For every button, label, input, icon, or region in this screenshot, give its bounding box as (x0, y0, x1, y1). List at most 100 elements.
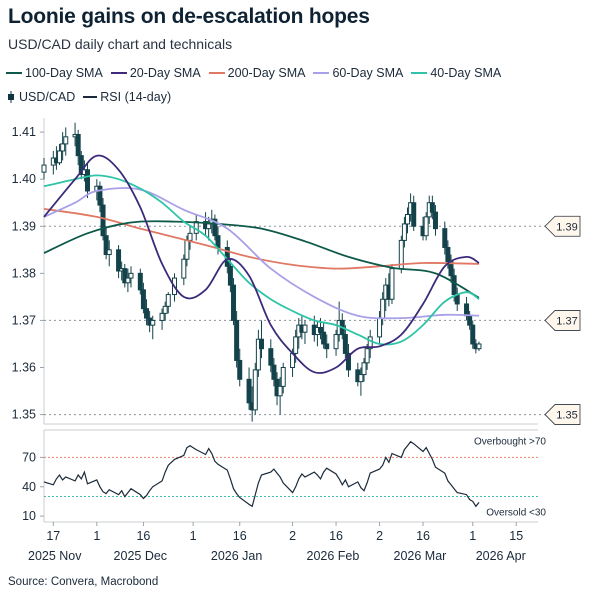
rsi-y-tick-label: 70 (22, 450, 36, 464)
candle (255, 329, 261, 377)
candle-body-down (144, 308, 150, 319)
candle (429, 195, 435, 220)
candle (271, 358, 277, 387)
legend-item-sma20: 20-Day SMA (110, 66, 201, 80)
candle-body-up (181, 258, 187, 279)
candle (367, 329, 373, 359)
candle (364, 343, 370, 370)
price-y-tick-label: 1.39 (12, 219, 36, 233)
x-day-label: 1 (469, 529, 476, 543)
candle-body-up (150, 319, 156, 326)
candle-body-down (342, 334, 348, 354)
candle (476, 341, 482, 352)
candle-body-up (361, 362, 367, 376)
legend-swatch-sma100 (6, 72, 22, 74)
candle-body-down (271, 364, 277, 380)
price-y-tick-label: 1.38 (12, 266, 36, 280)
candle-body-up (280, 367, 286, 387)
candle-body-up (128, 272, 134, 279)
legend-swatch-rsi (83, 96, 98, 98)
candle-body-down (237, 359, 243, 380)
candle-body-up (57, 150, 63, 164)
page-title: Loonie gains on de-escalation hopes (8, 5, 370, 28)
candle (321, 322, 327, 349)
candle-body-up (401, 223, 407, 241)
candle-body-down (467, 315, 473, 326)
x-day-label: 16 (233, 529, 247, 543)
legend-item-sma60: 60-Day SMA (313, 66, 403, 80)
price-y-tick-label: 1.40 (12, 172, 36, 186)
price-y-tick-label: 1.36 (12, 361, 36, 375)
candle (63, 127, 69, 156)
x-month-label: 2026 Jan (211, 549, 262, 563)
price-y-tick-label: 1.37 (12, 313, 36, 327)
candle (57, 143, 63, 166)
candle (231, 278, 237, 326)
x-day-label: 2 (289, 529, 296, 543)
candle (314, 320, 320, 347)
candle-body-up (206, 223, 212, 230)
candle (150, 315, 156, 340)
legend-label-sma40: 40-Day SMA (430, 66, 502, 80)
legend-label-sma60: 60-Day SMA (332, 66, 404, 80)
candle-body-down (345, 352, 351, 371)
candle (277, 376, 283, 415)
candle (128, 266, 134, 288)
candle-body-down (321, 331, 327, 345)
candle-body-down (100, 204, 106, 237)
candle (345, 343, 351, 377)
candle (162, 301, 168, 321)
candle-body-up (293, 336, 299, 354)
ref-label-1.39: 1.39 (544, 215, 581, 237)
x-day-label: 2 (376, 529, 383, 543)
legend-item-sma40: 40-Day SMA (411, 66, 501, 80)
x-month-label: 2025 Dec (114, 549, 168, 563)
candle (103, 226, 109, 260)
candle (401, 216, 407, 248)
source-note: Source: Convera, Macrobond (8, 576, 159, 588)
candle-body-down (75, 133, 81, 157)
candle (84, 162, 90, 199)
sma-line-100-day-sma (43, 220, 480, 299)
x-day-label: 16 (329, 529, 343, 543)
candle-body-up (60, 143, 66, 152)
rsi-overbought-label: Overbought >70 (474, 436, 546, 447)
rsi-line (43, 440, 480, 508)
ref-label-box (544, 404, 581, 425)
ref-label-1.35: 1.35 (544, 404, 581, 425)
candle-body-up (377, 317, 383, 338)
x-month-label: 2026 Feb (307, 549, 360, 563)
candle (75, 129, 81, 166)
candle-body-up (165, 294, 171, 307)
sma-line-200-day-sma (43, 208, 480, 270)
x-day-label: 16 (416, 529, 430, 543)
candle (78, 150, 84, 180)
candle-body-up (63, 136, 69, 145)
candle-body-up (333, 334, 339, 350)
candle-body-down (78, 155, 84, 175)
candle-body-up (367, 336, 373, 350)
candle (246, 367, 252, 410)
candle (144, 299, 150, 326)
candle-body-up (162, 305, 168, 314)
rsi-y-tick-label: 40 (22, 480, 36, 494)
candle (268, 339, 274, 373)
candle-body-up (184, 239, 190, 260)
ref-label-text: 1.35 (556, 410, 577, 422)
candle-body-down (103, 235, 109, 256)
candle-body-down (432, 211, 438, 230)
x-day-label: 17 (46, 529, 60, 543)
candle-body-down (137, 272, 143, 291)
candle (258, 320, 264, 359)
candle (302, 320, 308, 344)
candle-body-down (215, 235, 221, 248)
sma-line-60-day-sma (43, 187, 480, 320)
x-day-label: 1 (190, 529, 197, 543)
candle-body-down (84, 169, 90, 192)
candle-icon (8, 91, 14, 103)
candle-body-down (268, 348, 274, 366)
price-y-tick-label: 1.41 (12, 125, 36, 139)
candle-body-up (252, 369, 258, 411)
rsi-y-tick-label: 10 (22, 509, 36, 523)
candle-body-down (140, 289, 146, 310)
